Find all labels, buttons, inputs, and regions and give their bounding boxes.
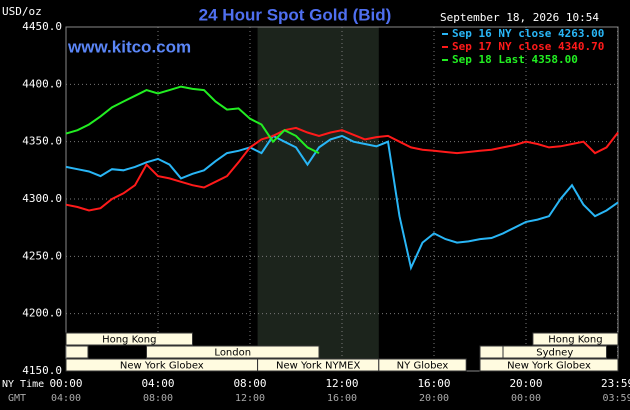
session-box [378, 358, 467, 372]
gmt-tick-label: 08:00 [143, 393, 173, 404]
session-label: NY Globex [397, 361, 449, 372]
session-box [146, 345, 320, 359]
y-tick-label: 4200.0 [22, 307, 62, 320]
gmt-tick-label: 20:00 [419, 393, 449, 404]
chart-title: 24 Hour Spot Gold (Bid) [199, 5, 392, 24]
session-label: Sydney [536, 348, 573, 359]
website: www.kitco.com [67, 37, 191, 56]
legend-label: Sep 17 NY close 4340.70 [452, 40, 604, 53]
session-box [65, 345, 89, 359]
session-label: New York Globex [120, 361, 204, 372]
session-box [532, 332, 619, 346]
session-label: New York NYMEX [276, 361, 361, 372]
series-line [65, 85, 320, 154]
y-tick-label: 4450.0 [22, 20, 62, 33]
session-label: Hong Kong [102, 335, 156, 346]
session-label: New York Globex [507, 361, 591, 372]
x-tick-label: 16:00 [417, 377, 450, 390]
y-tick-label: 4350.0 [22, 135, 62, 148]
x-row-label: NY Time [2, 379, 44, 390]
session-box [479, 345, 504, 359]
y-axis-label: USD/oz [2, 5, 42, 18]
x-row-label: GMT [8, 393, 26, 404]
session-box [502, 345, 607, 359]
gmt-tick-label: 16:00 [327, 393, 357, 404]
y-tick-label: 4300.0 [22, 192, 62, 205]
legend-label: Sep 18 Last 4358.00 [452, 53, 578, 66]
session-label: London [214, 348, 251, 359]
series-line [65, 126, 619, 212]
y-tick-label: 4400.0 [22, 77, 62, 90]
gmt-tick-label: 12:00 [235, 393, 265, 404]
x-tick-label: 12:00 [325, 377, 358, 390]
gmt-tick-label: 00:00 [511, 393, 541, 404]
legend-label: Sep 16 NY close 4263.00 [452, 27, 604, 40]
gmt-tick-label: 04:00 [51, 393, 81, 404]
date: September 18, 2026 10:54 [440, 11, 599, 24]
series-line [65, 134, 619, 271]
gmt-tick-label: 03:59 [602, 393, 630, 404]
session-label: Hong Kong [548, 335, 602, 346]
x-tick-label: 23:59 [601, 377, 630, 390]
y-tick-label: 4250.0 [22, 249, 62, 262]
x-tick-label: 08:00 [233, 377, 266, 390]
x-tick-label: 20:00 [509, 377, 542, 390]
y-tick-label: 4150.0 [22, 364, 62, 377]
x-tick-label: 00:00 [49, 377, 82, 390]
x-tick-label: 04:00 [141, 377, 174, 390]
session-box [479, 358, 619, 372]
session-box [65, 332, 193, 346]
